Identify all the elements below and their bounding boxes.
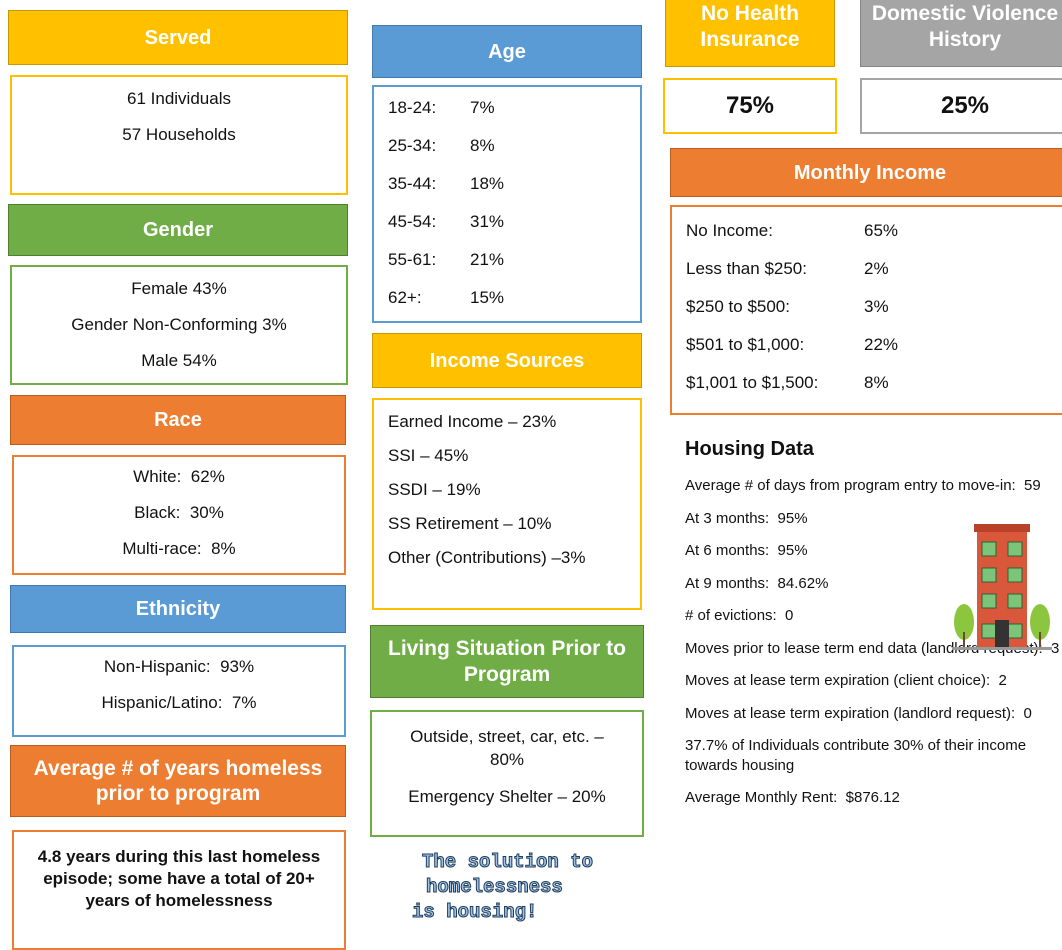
section-header: Income Sources (372, 333, 642, 388)
page: Served 61 Individuals 57 Households Gend… (0, 0, 1062, 936)
row: No Income:65% (686, 212, 1054, 250)
section-box: 75% (663, 78, 837, 134)
row-label: 55-61: (388, 250, 470, 270)
section-box: No Income:65%Less than $250:2%$250 to $5… (670, 205, 1062, 415)
stat: Non-Hispanic: 93% (14, 657, 344, 677)
list-item: Other (Contributions) –3% (388, 548, 626, 568)
row-value: 8% (470, 136, 495, 156)
row-label: Less than $250: (686, 259, 864, 279)
section-box: 25% (860, 78, 1062, 134)
section-header: Ethnicity (10, 585, 346, 633)
section-box: Earned Income – 23% SSI – 45% SSDI – 19% SS… (372, 398, 642, 610)
row-value: 7% (470, 98, 495, 118)
row: $250 to $500:3% (686, 288, 1054, 326)
section-box: Female 43% Gender Non-Conforming 3% Male… (10, 265, 348, 385)
section-header: Gender (8, 204, 348, 256)
section-box: White: 62% Black: 30% Multi-race: 8% (12, 455, 346, 575)
row-value: 65% (864, 221, 898, 241)
row-label: 35-44: (388, 174, 470, 194)
row-value: 3% (864, 297, 889, 317)
section-box: Outside, street, car, etc. – 80% Emergen… (370, 710, 644, 837)
stat: 4.8 years during this last homeless epis… (38, 847, 321, 910)
section-title: Housing Data (685, 438, 814, 461)
list-item: Earned Income – 23% (388, 412, 626, 432)
section-header: No Health Insurance (665, 0, 835, 67)
row-label: No Income: (686, 221, 864, 241)
row-label: 18-24: (388, 98, 470, 118)
row-label: 62+: (388, 288, 470, 308)
stat: Emergency Shelter – 20% (382, 786, 632, 809)
row-value: 2% (864, 259, 889, 279)
stat: White: 62% (14, 467, 344, 487)
row: $501 to $1,000:22% (686, 326, 1054, 364)
row-label: $250 to $500: (686, 297, 864, 317)
section-box: 61 Individuals 57 Households (10, 75, 348, 195)
stat: Multi-race: 8% (14, 539, 344, 559)
row-label: 25-34: (388, 136, 470, 156)
row: 55-61:21% (388, 241, 626, 279)
section-box: 4.8 years during this last homeless epis… (12, 830, 346, 950)
section-box: Non-Hispanic: 93% Hispanic/Latino: 7% (12, 645, 346, 737)
slogan-line: homelessness (410, 875, 650, 900)
row-value: 21% (470, 250, 504, 270)
list-item: Moves at lease term expiration (client c… (685, 671, 1060, 691)
section-header: Served (8, 10, 348, 65)
list-item: Average # of days from program entry to … (685, 476, 1060, 496)
row: 18-24:7% (388, 89, 626, 127)
row-label: $501 to $1,000: (686, 335, 864, 355)
section-header: Race (10, 395, 346, 445)
list-item: SS Retirement – 10% (388, 514, 626, 534)
row-label: $1,001 to $1,500: (686, 373, 864, 393)
list-item: 37.7% of Individuals contribute 30% of t… (685, 736, 1060, 775)
building-icon (952, 522, 1052, 650)
row-value: 31% (470, 212, 504, 232)
row-label: 45-54: (388, 212, 470, 232)
section-header: Monthly Income (670, 148, 1062, 197)
list-item: Moves at lease term expiration (landlord… (685, 704, 1060, 724)
row-value: 15% (470, 288, 504, 308)
stat: Gender Non-Conforming 3% (12, 315, 346, 335)
section-header: Age (372, 25, 642, 78)
row-value: 18% (470, 174, 504, 194)
stat: Female 43% (12, 279, 346, 299)
section-box: 18-24:7%25-34:8%35-44:18%45-54:31%55-61:… (372, 85, 642, 323)
row: Less than $250:2% (686, 250, 1054, 288)
slogan-line: The solution to (410, 850, 650, 875)
stat: 25% (941, 92, 989, 120)
row: 45-54:31% (388, 203, 626, 241)
section-header: Domestic Violence History (860, 0, 1062, 67)
row: 62+:15% (388, 279, 626, 317)
slogan-line: is housing! (410, 900, 650, 925)
row: 25-34:8% (388, 127, 626, 165)
row: $1,001 to $1,500:8% (686, 364, 1054, 402)
section-header: Living Situation Prior to Program (370, 625, 644, 698)
stat: Hispanic/Latino: 7% (14, 693, 344, 713)
row-value: 22% (864, 335, 898, 355)
slogan: The solution to homelessness is housing! (410, 850, 650, 925)
list-item: SSDI – 19% (388, 480, 626, 500)
list-item: SSI – 45% (388, 446, 626, 466)
section-header: Average # of years homeless prior to pro… (10, 745, 346, 817)
stat: 75% (726, 92, 774, 120)
stat: Male 54% (12, 351, 346, 371)
row: 35-44:18% (388, 165, 626, 203)
stat: Outside, street, car, etc. – 80% (382, 726, 632, 772)
row-value: 8% (864, 373, 889, 393)
stat: Black: 30% (14, 503, 344, 523)
list-item: Average Monthly Rent: $876.12 (685, 788, 1060, 808)
stat: 61 Individuals (12, 89, 346, 109)
stat: 57 Households (12, 125, 346, 145)
